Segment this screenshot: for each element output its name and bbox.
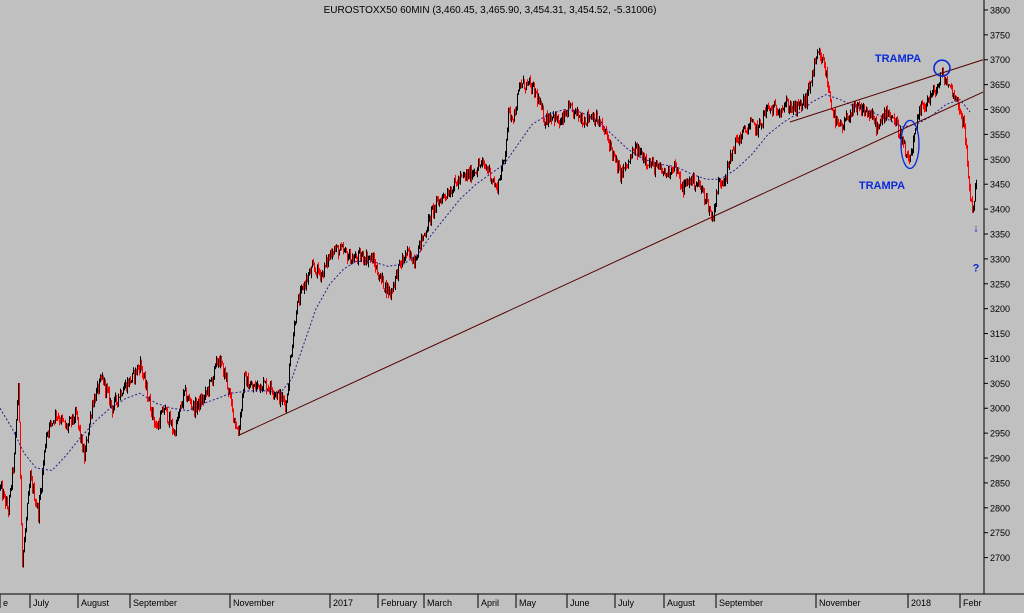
x-tick-label: February xyxy=(381,598,418,608)
y-tick-label: 2900 xyxy=(990,454,1010,464)
highlight-circle xyxy=(933,59,951,78)
y-tick-label: 3200 xyxy=(990,304,1010,314)
y-tick-label: 3000 xyxy=(990,404,1010,414)
chart-title: EUROSTOXX50 60MIN (3,460.45, 3,465.90, 3… xyxy=(324,5,657,16)
annotation-label: ? xyxy=(973,262,980,274)
x-tick-label: September xyxy=(133,598,177,608)
annotation-label: TRAMPA xyxy=(875,53,921,65)
x-tick-label: November xyxy=(819,598,861,608)
price-bars xyxy=(0,47,977,568)
y-tick-label: 2750 xyxy=(990,528,1010,538)
x-tick-label: June xyxy=(570,598,590,608)
y-tick-label: 3050 xyxy=(990,379,1010,389)
y-tick-label: 3150 xyxy=(990,329,1010,339)
y-tick-label: 3400 xyxy=(990,205,1010,215)
annotation-label: ↓ xyxy=(973,223,979,235)
x-tick-label: July xyxy=(33,598,50,608)
x-tick-label: July xyxy=(618,598,635,608)
y-axis: 2700 2750 2800 2850 2900 2950 3000 3050 3100 3150… xyxy=(983,0,1010,594)
y-tick-label: 3450 xyxy=(990,180,1010,190)
x-tick-label: March xyxy=(427,598,452,608)
y-tick-label: 2850 xyxy=(990,478,1010,488)
x-tick-label: September xyxy=(719,598,763,608)
y-tick-label: 3700 xyxy=(990,55,1010,65)
y-tick-label: 3250 xyxy=(990,279,1010,289)
x-tick-label: 2017 xyxy=(333,598,353,608)
trend-line xyxy=(789,59,984,123)
x-tick-label: August xyxy=(667,598,696,608)
x-axis: e July August September November 2017 February… xyxy=(0,593,1024,608)
x-tick-label: August xyxy=(81,598,110,608)
x-tick-label: 2018 xyxy=(911,598,931,608)
y-tick-label: 2800 xyxy=(990,503,1010,513)
y-tick-label: 3550 xyxy=(990,130,1010,140)
annotation-label: TRAMPA xyxy=(859,180,905,192)
x-tick-label: April xyxy=(481,598,499,608)
moving-average-line xyxy=(0,94,971,472)
y-tick-label: 3650 xyxy=(990,80,1010,90)
x-tick-label: November xyxy=(233,598,275,608)
y-tick-label: 3750 xyxy=(990,30,1010,40)
y-tick-label: 3350 xyxy=(990,229,1010,239)
y-tick-label: 2700 xyxy=(990,553,1010,563)
chart-overlays: TRAMPA TRAMPA ↓? xyxy=(0,53,984,472)
y-tick-label: 3100 xyxy=(990,354,1010,364)
highlight-ellipse xyxy=(900,119,920,170)
y-tick-label: 3800 xyxy=(990,5,1010,15)
x-tick-label: Febr xyxy=(963,598,982,608)
x-tick-label: e xyxy=(3,598,8,608)
trend-line xyxy=(237,91,984,437)
y-tick-label: 3300 xyxy=(990,254,1010,264)
y-tick-label: 3600 xyxy=(990,105,1010,115)
y-tick-label: 2950 xyxy=(990,429,1010,439)
x-tick-label: May xyxy=(519,598,537,608)
y-tick-label: 3500 xyxy=(990,155,1010,165)
